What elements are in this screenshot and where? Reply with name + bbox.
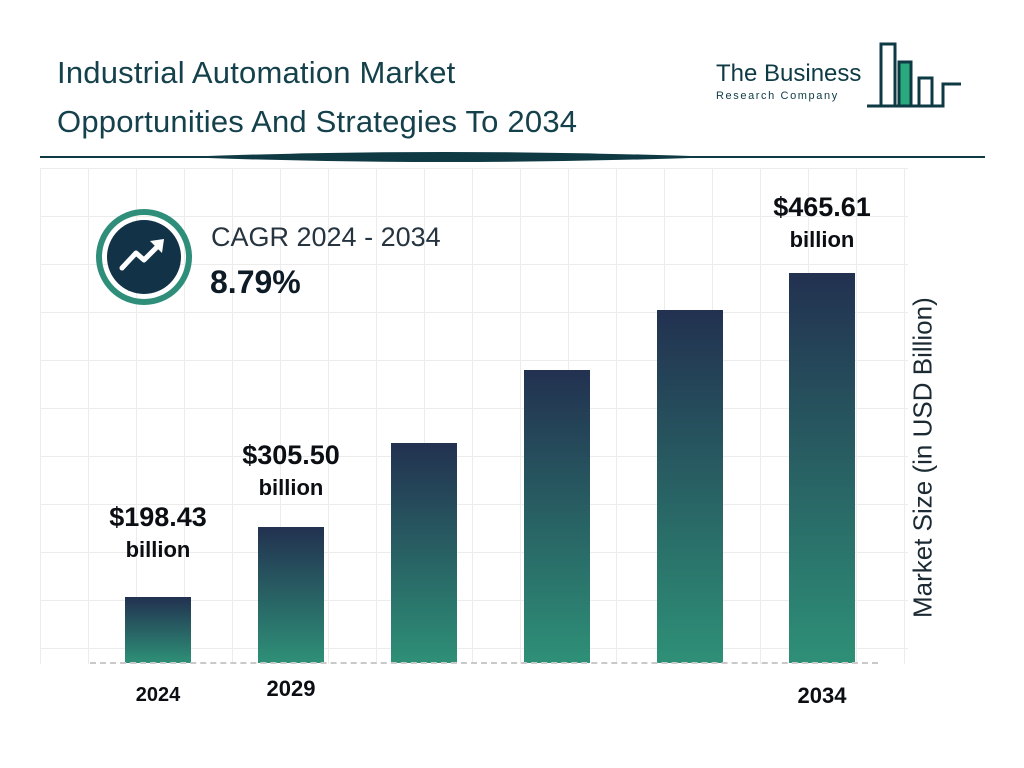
cagr-label: CAGR 2024 - 2034 [211, 222, 441, 252]
cagr-value: 8.79% [210, 264, 301, 300]
page-title: Industrial Automation Market Opportuniti… [57, 48, 577, 146]
chart-baseline [90, 662, 878, 664]
value-label-2029-amount: $305.50 [242, 440, 340, 470]
value-label-2024-amount: $198.43 [109, 502, 207, 532]
bar-unlabeled-3 [657, 310, 723, 663]
value-label-2034-unit: billion [789, 227, 855, 252]
company-logo-text: The Business Research Company [716, 60, 861, 102]
company-logo: The Business Research Company [716, 42, 965, 124]
logo-subname: Research Company [716, 90, 839, 102]
value-label-2024: $198.43 billion [58, 500, 258, 566]
chart-gridlines [40, 168, 908, 664]
logo-name: The Business [716, 60, 862, 87]
page-title-line2: Opportunities And Strategies To 2034 [57, 104, 578, 139]
bar-chart-logo-icon [867, 42, 962, 108]
value-label-2029-unit: billion [258, 475, 324, 500]
x-tick-2034: 2034 [797, 683, 847, 708]
header-divider [40, 152, 985, 162]
value-label-2034: $465.61 billion [722, 190, 922, 256]
value-label-2024-unit: billion [125, 537, 191, 562]
y-axis-label: Market Size (in USD Billion) [907, 297, 938, 619]
cagr-trend-icon [96, 209, 192, 305]
page-title-line1: Industrial Automation Market [57, 55, 456, 90]
value-label-2029: $305.50 billion [191, 438, 391, 504]
x-tick-2024: 2024 [135, 684, 181, 706]
x-tick-2029: 2029 [266, 676, 316, 701]
value-label-2034-amount: $465.61 [773, 192, 871, 222]
bar-2024 [125, 597, 191, 663]
bar-unlabeled-2 [524, 370, 590, 663]
bar-unlabeled-1 [391, 443, 457, 663]
bar-2034 [789, 273, 855, 663]
bar-2029 [258, 527, 324, 663]
